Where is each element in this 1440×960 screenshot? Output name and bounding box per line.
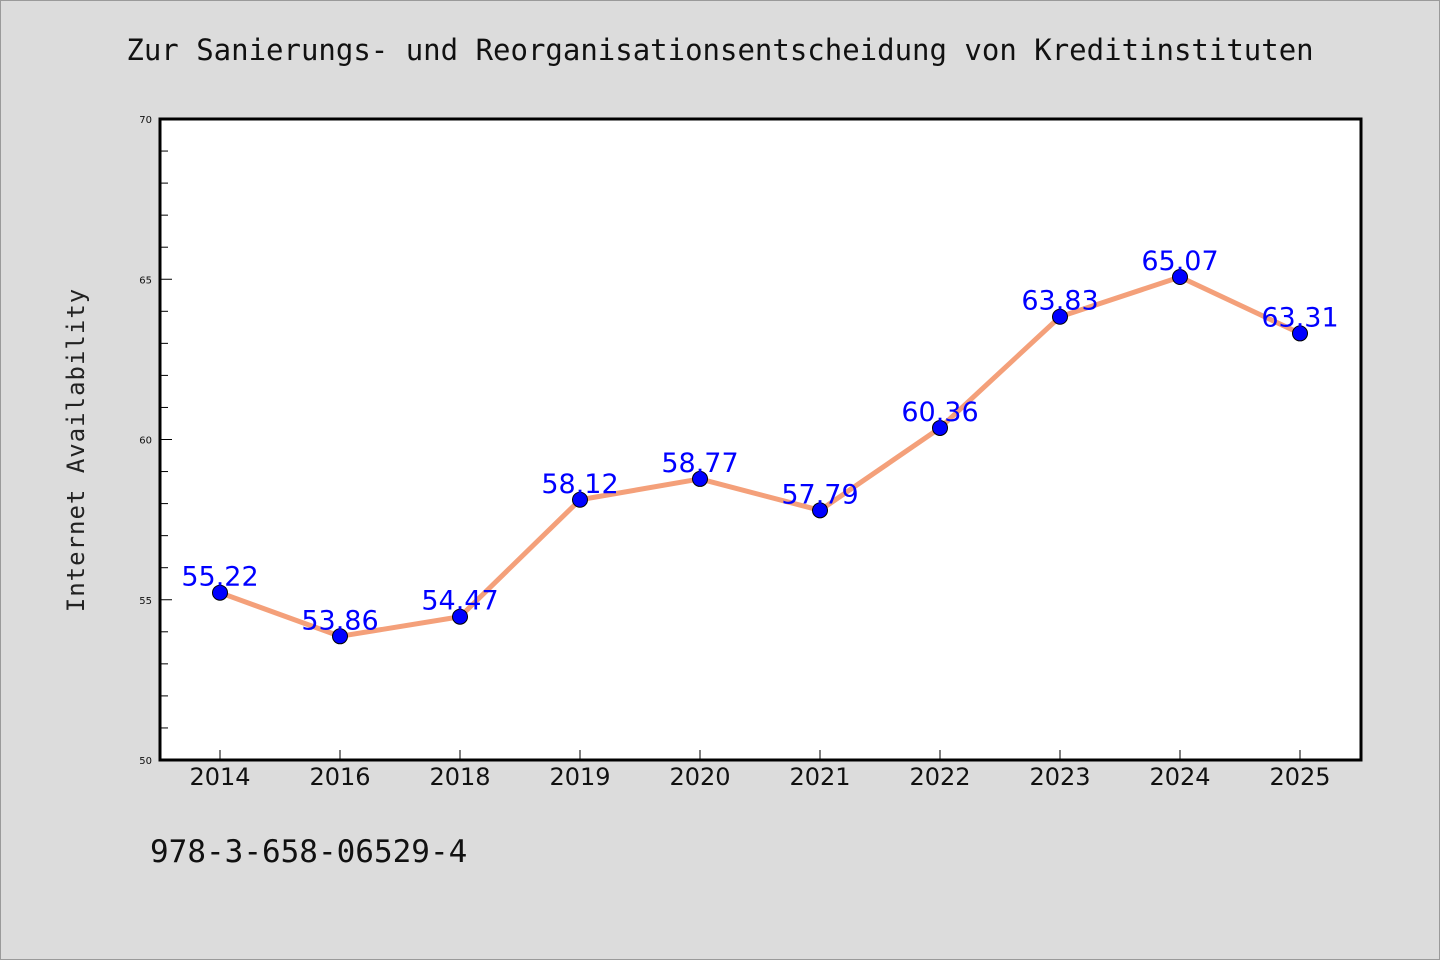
data-label: 55.22 (181, 562, 258, 593)
data-label: 58.12 (541, 469, 618, 500)
data-label: 63.31 (1261, 302, 1338, 333)
x-tick-label: 2018 (429, 763, 490, 791)
data-point (572, 491, 588, 508)
series-group: 55.22 53.86 54.47 58.12 58.77 57.79 60.36 63.83… (181, 246, 1339, 645)
data-point (812, 502, 828, 519)
plot-area (158, 117, 1363, 762)
x-tick-label: 2022 (909, 763, 970, 791)
y-tick-label: 55 (139, 596, 152, 607)
data-point (1052, 308, 1068, 325)
data-point (332, 628, 348, 645)
data-point (932, 419, 948, 436)
y-tick-label: 60 (139, 436, 152, 447)
data-label: 65.07 (1141, 246, 1218, 277)
data-point (452, 608, 468, 625)
data-point (212, 584, 228, 601)
isbn-text: 978-3-658-06529-4 (150, 834, 468, 870)
x-tick-label: 2021 (789, 763, 850, 791)
y-axis: 50 55 60 65 70 (139, 115, 172, 767)
y-tick-label: 70 (139, 115, 152, 126)
data-point (692, 470, 708, 487)
x-tick-label: 2019 (549, 763, 610, 791)
x-tick-label: 2023 (1029, 763, 1090, 791)
x-tick-label: 2025 (1269, 763, 1330, 791)
x-tick-label: 2016 (309, 763, 370, 791)
data-label: 58.77 (661, 448, 738, 479)
y-tick-label: 50 (139, 756, 152, 767)
x-tick-label: 2024 (1149, 763, 1210, 791)
y-tick-label: 65 (139, 275, 152, 286)
data-label: 60.36 (901, 397, 978, 428)
data-label: 57.79 (781, 479, 858, 510)
data-label: 63.83 (1021, 286, 1098, 317)
x-axis: 2014 2016 2018 2019 2020 2021 2022 2023 2024 2025 (189, 750, 1331, 791)
x-tick-label: 2014 (189, 763, 250, 791)
chart-title: Zur Sanierungs- und Reorganisationsentsc… (126, 33, 1314, 67)
y-axis-label: Internet Availability (62, 288, 90, 612)
series-line (217, 274, 1303, 639)
data-label: 53.86 (301, 605, 378, 636)
data-label: 54.47 (421, 586, 498, 617)
data-point (1292, 325, 1308, 342)
x-tick-label: 2020 (669, 763, 730, 791)
data-point (1172, 269, 1188, 286)
